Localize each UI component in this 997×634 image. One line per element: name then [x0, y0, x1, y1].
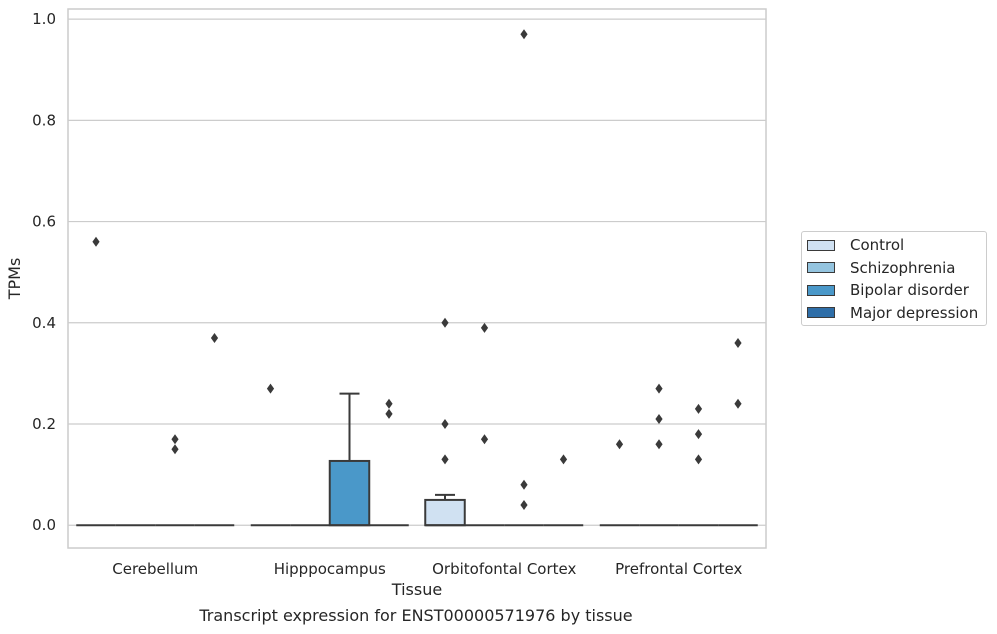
- legend-swatch: [807, 262, 835, 273]
- outlier-point: [480, 434, 489, 445]
- outlier-point: [734, 338, 742, 349]
- legend-swatch: [807, 307, 835, 318]
- box-group: [639, 383, 679, 527]
- outlier-point: [441, 454, 449, 465]
- box-group: [76, 236, 116, 527]
- box-group: [464, 322, 505, 527]
- outlier-point: [615, 439, 624, 450]
- x-axis-ticks: Cerebellum Hipppocampus Orbitofontal Corte…: [112, 560, 742, 578]
- box: [424, 498, 466, 527]
- legend-item: Schizophrenia: [807, 258, 955, 278]
- outlier-point: [480, 322, 489, 333]
- outlier-point: [520, 479, 528, 490]
- x-axis-label: Tissue: [391, 580, 442, 599]
- x-tick-label: Prefrontal Cortex: [615, 560, 742, 578]
- y-tick-label: 0.2: [32, 415, 56, 433]
- box-group: [369, 398, 409, 527]
- outlier-point: [520, 29, 528, 40]
- outlier-point: [441, 419, 449, 430]
- outlier-point: [520, 499, 528, 510]
- box-series: [76, 29, 758, 527]
- outlier-point: [385, 408, 393, 419]
- outlier-point: [655, 413, 663, 424]
- x-tick-label: Orbitofontal Cortex: [432, 560, 576, 578]
- box-group: [504, 29, 544, 527]
- outlier-point: [559, 454, 568, 465]
- legend: Control Schizophrenia Bipolar disorder Majo…: [801, 231, 987, 326]
- legend-label: Major depression: [850, 303, 979, 322]
- outlier-point: [694, 454, 703, 465]
- y-tick-label: 0.4: [32, 314, 56, 332]
- outlier-point: [171, 444, 179, 455]
- outlier-point: [385, 398, 393, 409]
- outlier-point: [210, 332, 219, 343]
- outlier-point: [655, 383, 663, 394]
- y-axis-label: TPMs: [5, 258, 24, 301]
- y-tick-label: 0.0: [32, 516, 56, 534]
- y-tick-label: 0.8: [32, 111, 56, 129]
- x-tick-label: Cerebellum: [112, 560, 198, 578]
- box-group: [250, 383, 291, 527]
- legend-swatch: [807, 239, 835, 251]
- box-group: [678, 403, 719, 527]
- legend-label: Control: [850, 236, 905, 254]
- box-group: [424, 317, 466, 527]
- y-tick-label: 1.0: [32, 10, 56, 28]
- outlier-point: [266, 383, 275, 394]
- outlier-point: [655, 439, 663, 450]
- outlier-point: [171, 434, 179, 445]
- box-group: [194, 332, 235, 527]
- outlier-point: [92, 236, 100, 247]
- y-tick-label: 0.6: [32, 213, 56, 231]
- box: [328, 459, 371, 527]
- box-group: [328, 392, 371, 527]
- outlier-point: [441, 317, 449, 328]
- legend-item: Bipolar disorder: [807, 280, 969, 300]
- legend-item: Control: [807, 235, 904, 255]
- y-axis-ticks: 0.0 0.2 0.4 0.6 0.8 1.0: [32, 10, 56, 534]
- outlier-point: [694, 403, 703, 414]
- outlier-point: [734, 398, 742, 409]
- box-group: [543, 454, 584, 527]
- box-group: [718, 338, 758, 527]
- legend-label: Schizophrenia: [850, 258, 956, 277]
- legend-item: Major depression: [807, 303, 978, 323]
- legend-swatch: [807, 284, 835, 296]
- legend-label: Bipolar disorder: [850, 281, 969, 299]
- box-group: [599, 439, 640, 527]
- figure-caption: Transcript expression for ENST0000057197…: [199, 606, 633, 625]
- outlier-point: [694, 429, 703, 440]
- plot-frame: [67, 8, 767, 549]
- box-group: [155, 434, 195, 527]
- x-tick-label: Hipppocampus: [274, 560, 386, 578]
